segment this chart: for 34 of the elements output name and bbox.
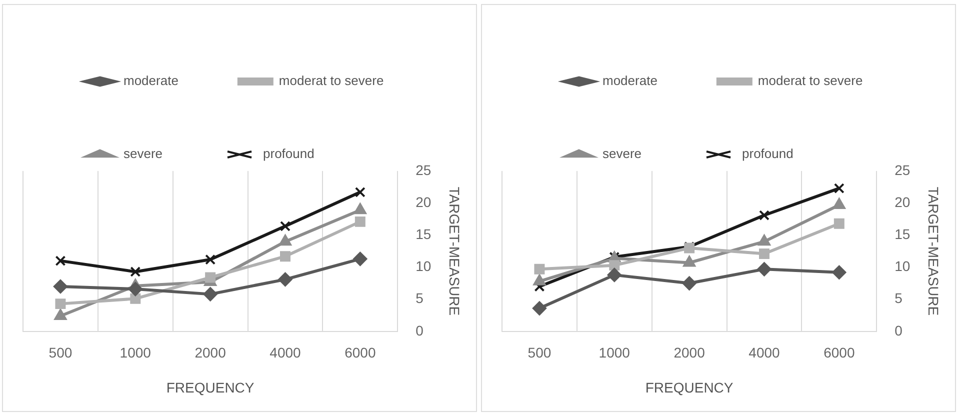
legend-label: moderate: [124, 73, 178, 88]
y-tick-label: 10: [416, 258, 432, 274]
y-tick-label: 20: [416, 194, 432, 210]
y-tick-label: 25: [894, 162, 910, 178]
legend-label: moderate: [602, 73, 658, 88]
x-tick-label: 1000: [120, 344, 152, 361]
x-tick-label: 4000: [270, 344, 302, 361]
legend-label: severe: [124, 146, 163, 162]
x-tick-label: 500: [48, 344, 72, 361]
y-tick-label: 0: [894, 322, 903, 338]
x-tick-label: 4000: [748, 344, 780, 361]
x-tick-label: 6000: [824, 344, 855, 361]
y-tick-label: 10: [894, 258, 910, 274]
legend-label: severe: [602, 146, 642, 162]
x-tick-label: 500: [528, 344, 552, 361]
x-tick-label: 6000: [344, 344, 376, 361]
x-tick-label: 1000: [598, 344, 630, 361]
legend-label: profound: [263, 146, 314, 162]
y-tick-label: 5: [416, 290, 424, 306]
x-tick-label: 2000: [674, 344, 706, 361]
x-axis-title: FREQUENCY: [166, 379, 255, 396]
y-tick-label: 5: [894, 290, 903, 306]
y-tick-label: 20: [894, 194, 910, 210]
x-axis-title: FREQUENCY: [645, 379, 734, 396]
y-tick-label: 25: [416, 162, 432, 178]
y-tick-label: 15: [894, 226, 910, 242]
legend-label: moderat to severe: [278, 73, 384, 88]
y-axis-title: TARGET-MEASURE: [446, 186, 463, 316]
y-axis-title: TARGET-MEASURE: [926, 186, 942, 316]
legend-label: moderat to severe: [758, 73, 863, 88]
y-tick-label: 15: [416, 226, 432, 242]
y-tick-label: 0: [416, 322, 424, 338]
x-tick-label: 2000: [194, 344, 226, 361]
legend-label: profound: [742, 146, 794, 162]
